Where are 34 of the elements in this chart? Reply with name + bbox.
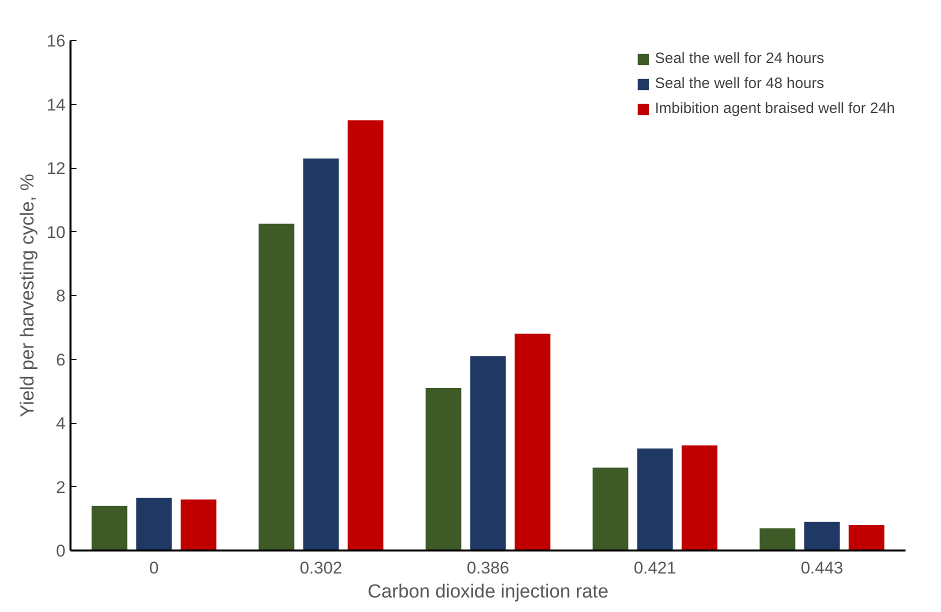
y-tick-label: 2 <box>56 478 66 497</box>
x-tick-label: 0 <box>149 558 159 578</box>
y-tick-label: 0 <box>56 542 66 560</box>
bar <box>303 158 339 550</box>
y-tick-label: 4 <box>56 414 66 433</box>
bar <box>136 498 172 550</box>
bar <box>637 448 673 550</box>
bar <box>92 506 128 550</box>
x-tick-label: 0.386 <box>466 558 510 578</box>
bar <box>180 500 216 550</box>
y-tick-label: 14 <box>46 95 66 114</box>
y-tick-label: 6 <box>56 350 66 370</box>
y-tick-label: 10 <box>46 222 66 242</box>
bar <box>514 334 550 550</box>
bar <box>258 224 294 550</box>
bar <box>848 525 884 550</box>
bar <box>348 120 384 550</box>
y-tick-label: 16 <box>46 32 66 50</box>
x-tick-label: 0.421 <box>634 558 676 578</box>
legend-label: Seal the well for 48 hours <box>654 75 824 92</box>
bar <box>760 528 796 550</box>
x-axis-title: Carbon dioxide injection rate <box>368 582 608 602</box>
y-axis-title: Yield per harvesting cycle, % <box>18 174 39 418</box>
bar <box>592 468 628 550</box>
bar <box>470 356 506 550</box>
legend-label: Seal the well for 24 hours <box>654 50 824 67</box>
x-tick-label: 0.302 <box>300 558 342 578</box>
y-tick-label: 12 <box>46 159 66 178</box>
legend-label: Imbibition agent braised well for 24h <box>654 100 895 117</box>
bar <box>804 522 840 550</box>
x-tick-label: 0.443 <box>800 558 844 578</box>
bar <box>682 445 718 550</box>
y-tick-label: 8 <box>56 286 66 306</box>
bar <box>426 388 462 550</box>
